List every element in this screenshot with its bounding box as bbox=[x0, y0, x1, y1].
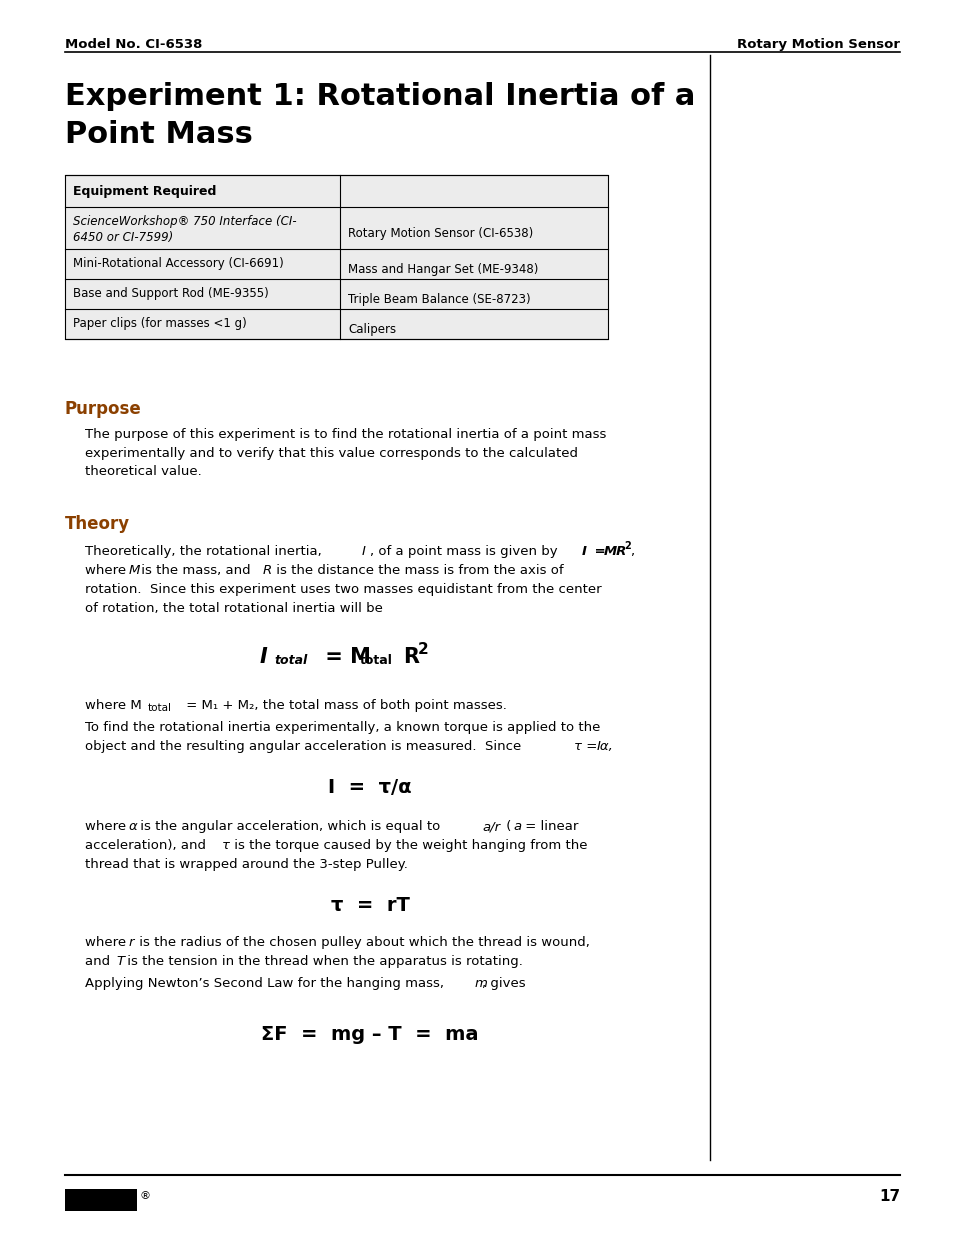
Text: 2: 2 bbox=[623, 541, 630, 551]
Text: I  =  τ/α: I = τ/α bbox=[328, 778, 412, 797]
Text: is the mass, and: is the mass, and bbox=[137, 564, 254, 577]
Text: object and the resulting angular acceleration is measured.  Since: object and the resulting angular acceler… bbox=[85, 740, 525, 753]
Text: To find the rotational inertia experimentally, a known torque is applied to the: To find the rotational inertia experimen… bbox=[85, 721, 599, 734]
Text: I: I bbox=[581, 545, 586, 558]
Text: Rotary Motion Sensor: Rotary Motion Sensor bbox=[737, 38, 899, 51]
Text: α: α bbox=[129, 820, 137, 832]
Text: and: and bbox=[85, 955, 114, 968]
Text: R: R bbox=[263, 564, 272, 577]
Text: Equipment Required: Equipment Required bbox=[73, 185, 216, 198]
Text: Experiment 1: Rotational Inertia of a: Experiment 1: Rotational Inertia of a bbox=[65, 82, 695, 111]
Text: M: M bbox=[129, 564, 140, 577]
Text: = M: = M bbox=[317, 647, 371, 667]
Text: Model No. CI-6538: Model No. CI-6538 bbox=[65, 38, 202, 51]
Text: total: total bbox=[274, 655, 307, 667]
Text: τ  =  rT: τ = rT bbox=[331, 897, 409, 915]
Text: ,: , bbox=[629, 545, 634, 558]
Text: of rotation, the total rotational inertia will be: of rotation, the total rotational inerti… bbox=[85, 601, 382, 615]
Text: ®: ® bbox=[140, 1191, 151, 1200]
Text: = linear: = linear bbox=[520, 820, 578, 832]
Text: total: total bbox=[359, 655, 393, 667]
Text: is the distance the mass is from the axis of: is the distance the mass is from the axi… bbox=[272, 564, 563, 577]
Bar bbox=[65, 175, 607, 338]
Text: I: I bbox=[260, 647, 268, 667]
Text: 17: 17 bbox=[878, 1189, 899, 1204]
Text: Applying Newton’s Second Law for the hanging mass,: Applying Newton’s Second Law for the han… bbox=[85, 977, 448, 990]
Text: ΣF  =  mg – T  =  ma: ΣF = mg – T = ma bbox=[261, 1025, 478, 1044]
Text: a: a bbox=[513, 820, 520, 832]
Text: is the radius of the chosen pulley about which the thread is wound,: is the radius of the chosen pulley about… bbox=[135, 936, 589, 948]
Text: Theoretically, the rotational inertia,: Theoretically, the rotational inertia, bbox=[85, 545, 326, 558]
Text: PASCO: PASCO bbox=[68, 1189, 134, 1207]
Text: where: where bbox=[85, 936, 131, 948]
Text: Point Mass: Point Mass bbox=[65, 120, 253, 149]
Text: (: ( bbox=[501, 820, 511, 832]
Text: Rotary Motion Sensor (CI-6538): Rotary Motion Sensor (CI-6538) bbox=[348, 227, 533, 240]
Text: where: where bbox=[85, 820, 131, 832]
Text: = M₁ + M₂, the total mass of both point masses.: = M₁ + M₂, the total mass of both point … bbox=[182, 699, 506, 713]
Text: τ: τ bbox=[222, 839, 230, 852]
Text: rotation.  Since this experiment uses two masses equidistant from the center: rotation. Since this experiment uses two… bbox=[85, 583, 601, 597]
Text: =: = bbox=[581, 740, 601, 753]
Text: , gives: , gives bbox=[481, 977, 525, 990]
Text: T: T bbox=[116, 955, 124, 968]
Text: is the tension in the thread when the apparatus is rotating.: is the tension in the thread when the ap… bbox=[123, 955, 522, 968]
Text: Calipers: Calipers bbox=[348, 324, 395, 336]
Bar bbox=[65, 1189, 137, 1212]
Text: Mini-Rotational Accessory (CI-6691): Mini-Rotational Accessory (CI-6691) bbox=[73, 257, 283, 270]
Text: =: = bbox=[589, 545, 610, 558]
Text: R: R bbox=[402, 647, 418, 667]
Text: The purpose of this experiment is to find the rotational inertia of a point mass: The purpose of this experiment is to fin… bbox=[85, 429, 606, 478]
Text: Iα,: Iα, bbox=[597, 740, 613, 753]
Text: r: r bbox=[129, 936, 134, 948]
Text: a/r: a/r bbox=[481, 820, 499, 832]
Text: acceleration), and: acceleration), and bbox=[85, 839, 206, 852]
Text: where: where bbox=[85, 564, 131, 577]
Text: is the torque caused by the weight hanging from the: is the torque caused by the weight hangi… bbox=[230, 839, 587, 852]
Text: Paper clips (for masses <1 g): Paper clips (for masses <1 g) bbox=[73, 317, 247, 330]
Text: Purpose: Purpose bbox=[65, 400, 142, 417]
Text: 2: 2 bbox=[417, 642, 428, 657]
Text: τ: τ bbox=[574, 740, 581, 753]
Text: total: total bbox=[148, 703, 172, 713]
Text: MR: MR bbox=[603, 545, 627, 558]
Text: ScienceWorkshop® 750 Interface (CI-
6450 or CI-7599): ScienceWorkshop® 750 Interface (CI- 6450… bbox=[73, 215, 296, 245]
Text: I: I bbox=[361, 545, 366, 558]
Text: thread that is wrapped around the 3-step Pulley.: thread that is wrapped around the 3-step… bbox=[85, 858, 408, 871]
Text: Base and Support Rod (ME-9355): Base and Support Rod (ME-9355) bbox=[73, 287, 269, 300]
Text: Triple Beam Balance (SE-8723): Triple Beam Balance (SE-8723) bbox=[348, 293, 530, 306]
Text: m: m bbox=[475, 977, 487, 990]
Text: Theory: Theory bbox=[65, 515, 130, 534]
Text: is the angular acceleration, which is equal to: is the angular acceleration, which is eq… bbox=[136, 820, 444, 832]
Text: , of a point mass is given by: , of a point mass is given by bbox=[370, 545, 561, 558]
Text: where M: where M bbox=[85, 699, 142, 713]
Text: Mass and Hangar Set (ME-9348): Mass and Hangar Set (ME-9348) bbox=[348, 263, 537, 275]
